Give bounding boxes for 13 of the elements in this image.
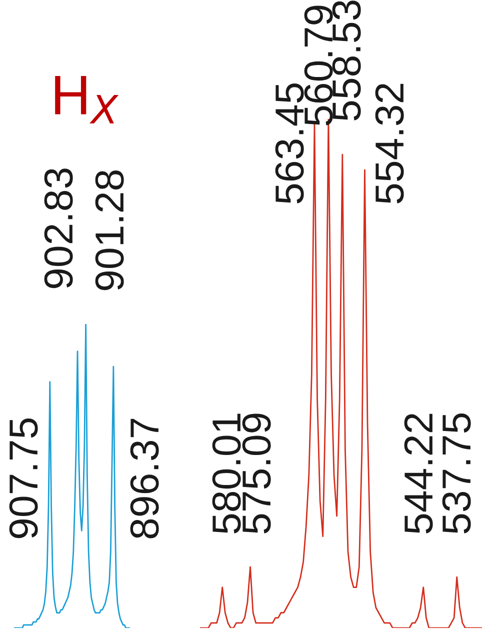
annotation: 907.75 <box>9 418 38 538</box>
annotation: 558.53 <box>332 0 361 120</box>
annotation: 575.09 <box>242 414 271 534</box>
annotation: 896.37 <box>130 418 159 538</box>
annotation: 537.75 <box>442 413 471 534</box>
annotation: 563.45 <box>275 83 304 204</box>
chart-title: H$_{X}$ <box>55 76 119 124</box>
annotation: 580.01 <box>212 414 241 534</box>
annotation: 560.79 <box>304 6 333 126</box>
annotation: 544.22 <box>404 414 433 534</box>
text: 902.83 <box>44 168 73 288</box>
text: 901.28 <box>95 170 124 290</box>
annotation: 554.32 <box>375 84 404 204</box>
